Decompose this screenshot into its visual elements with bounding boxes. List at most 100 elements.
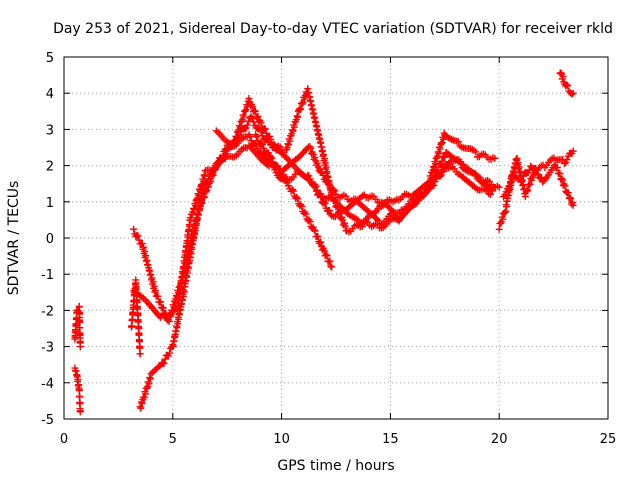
- data-point: [254, 137, 262, 145]
- data-point: [314, 232, 322, 240]
- data-point: [411, 200, 419, 208]
- data-point: [495, 183, 503, 191]
- data-point: [274, 162, 282, 170]
- data-point: [567, 195, 575, 203]
- data-point: [160, 359, 168, 367]
- data-point: [293, 193, 301, 201]
- data-point: [208, 170, 216, 178]
- data-point: [161, 355, 169, 363]
- data-point: [193, 215, 201, 223]
- data-point: [557, 69, 565, 77]
- data-point: [327, 262, 335, 270]
- data-point: [248, 114, 256, 122]
- x-tick-label: 5: [169, 432, 177, 447]
- data-point: [268, 154, 276, 162]
- x-tick-label: 0: [60, 432, 68, 447]
- data-point: [311, 154, 319, 162]
- y-tick-label: 1: [46, 196, 54, 211]
- data-point: [457, 159, 465, 167]
- y-axis-label: SDTVAR / TECUs: [6, 181, 22, 296]
- data-point: [489, 187, 497, 195]
- data-point: [251, 107, 259, 115]
- data-point: [501, 208, 509, 216]
- data-point: [298, 100, 306, 108]
- data-point: [245, 94, 253, 102]
- y-tick-label: -5: [41, 413, 54, 428]
- x-tick-label: 15: [382, 432, 399, 447]
- data-point: [458, 143, 466, 151]
- data-point: [173, 324, 181, 332]
- data-point: [311, 183, 319, 191]
- x-axis-label: GPS time / hours: [277, 458, 394, 474]
- data-point: [323, 252, 331, 260]
- data-point: [214, 158, 222, 166]
- data-point: [334, 203, 342, 211]
- data-point: [257, 119, 265, 127]
- data-point: [255, 124, 263, 132]
- data-point: [209, 169, 217, 177]
- data-point: [330, 196, 338, 204]
- data-point: [179, 293, 187, 301]
- data-point: [341, 222, 349, 230]
- data-point: [310, 226, 318, 234]
- data-point: [320, 155, 328, 163]
- data-point: [155, 363, 163, 371]
- data-point: [515, 163, 523, 171]
- y-tick-label: 4: [46, 87, 54, 102]
- data-point: [569, 201, 577, 209]
- data-point: [301, 95, 309, 103]
- data-point: [154, 292, 162, 300]
- data-point: [527, 175, 535, 183]
- data-point: [148, 274, 156, 282]
- data-point: [437, 161, 445, 169]
- data-point: [434, 166, 442, 174]
- data-point: [528, 176, 536, 184]
- data-point: [435, 150, 443, 158]
- data-point: [180, 270, 188, 278]
- data-point: [259, 141, 267, 149]
- data-point: [76, 408, 84, 416]
- data-point: [149, 278, 157, 286]
- data-point: [134, 232, 142, 240]
- y-tick-label: -4: [41, 377, 54, 392]
- data-point: [260, 144, 268, 152]
- y-tick-label: 3: [46, 123, 54, 138]
- data-point: [181, 266, 189, 274]
- data-point: [339, 221, 347, 229]
- data-point: [558, 176, 566, 184]
- data-point: [254, 112, 262, 120]
- data-point: [317, 193, 325, 201]
- data-point: [235, 135, 243, 143]
- y-tick-label: -2: [41, 304, 54, 319]
- data-point: [184, 253, 192, 261]
- data-point: [195, 191, 203, 199]
- x-tick-label: 25: [600, 432, 617, 447]
- data-point: [295, 106, 303, 114]
- data-point: [506, 185, 514, 193]
- data-point: [322, 251, 330, 259]
- data-point: [257, 140, 265, 148]
- data-point: [165, 317, 173, 325]
- data-point: [426, 179, 434, 187]
- data-point: [282, 154, 290, 162]
- data-point: [563, 156, 571, 164]
- data-point: [563, 81, 571, 89]
- data-point: [178, 278, 186, 286]
- data-point: [294, 113, 302, 121]
- data-point: [212, 127, 220, 135]
- data-point: [319, 151, 327, 159]
- data-point: [204, 178, 212, 186]
- data-point: [250, 107, 258, 115]
- data-point: [441, 153, 449, 161]
- data-point: [502, 188, 510, 196]
- data-point: [568, 200, 576, 208]
- data-point: [253, 133, 261, 141]
- data-point: [250, 118, 258, 126]
- data-point: [560, 160, 568, 168]
- data-point: [275, 166, 283, 174]
- data-point: [307, 144, 315, 152]
- data-point: [322, 163, 330, 171]
- y-tick-labels: -5 -4 -3 -2 -1 0 1 2 3 4 5: [41, 51, 54, 428]
- data-point: [556, 170, 564, 178]
- data-point: [240, 113, 248, 121]
